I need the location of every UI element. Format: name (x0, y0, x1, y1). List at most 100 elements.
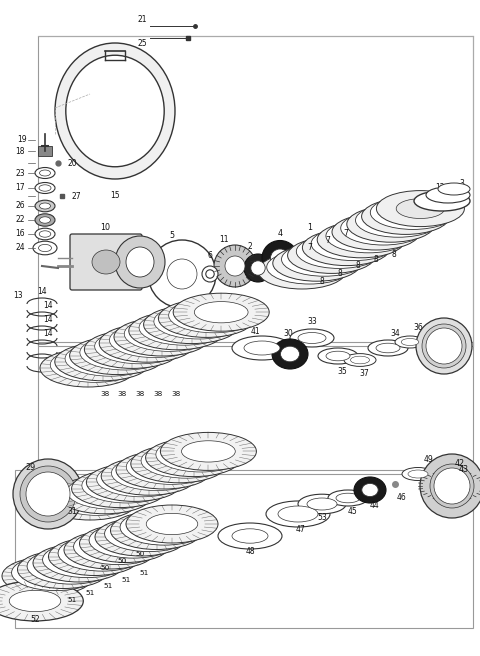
Ellipse shape (332, 214, 420, 250)
Ellipse shape (132, 463, 181, 483)
Text: 18: 18 (15, 146, 25, 155)
Ellipse shape (426, 187, 470, 203)
Ellipse shape (39, 170, 50, 176)
Text: 14: 14 (43, 316, 53, 325)
Text: 5: 5 (169, 232, 175, 241)
Ellipse shape (232, 529, 268, 543)
Ellipse shape (35, 182, 55, 194)
Ellipse shape (35, 214, 55, 226)
Ellipse shape (110, 512, 203, 550)
Ellipse shape (218, 523, 282, 549)
Text: 14: 14 (43, 329, 53, 338)
Ellipse shape (144, 324, 194, 344)
Ellipse shape (42, 482, 138, 520)
Ellipse shape (317, 222, 405, 258)
Ellipse shape (95, 518, 187, 556)
Ellipse shape (311, 227, 396, 260)
Ellipse shape (146, 457, 196, 477)
Ellipse shape (2, 557, 94, 595)
Ellipse shape (395, 336, 425, 348)
Text: 4: 4 (277, 230, 283, 239)
Ellipse shape (116, 451, 212, 489)
Text: 38: 38 (135, 391, 144, 397)
Ellipse shape (137, 459, 191, 481)
Text: 50: 50 (100, 565, 109, 571)
Ellipse shape (360, 218, 406, 237)
Ellipse shape (145, 439, 241, 477)
Text: 17: 17 (15, 184, 25, 192)
Text: 13: 13 (13, 291, 23, 300)
Ellipse shape (105, 516, 193, 552)
Text: 36: 36 (413, 323, 423, 333)
Text: 7: 7 (361, 222, 366, 230)
Text: 50: 50 (118, 558, 127, 564)
Ellipse shape (63, 491, 117, 512)
Text: 51: 51 (85, 590, 95, 596)
Ellipse shape (298, 494, 346, 514)
Ellipse shape (55, 43, 175, 179)
Ellipse shape (87, 482, 137, 502)
Ellipse shape (148, 240, 216, 308)
Text: 51: 51 (121, 577, 131, 583)
Text: 24: 24 (15, 243, 25, 253)
Ellipse shape (344, 354, 376, 367)
Ellipse shape (408, 470, 428, 478)
Ellipse shape (43, 542, 131, 578)
Ellipse shape (39, 216, 50, 223)
Text: 25: 25 (137, 39, 147, 49)
Ellipse shape (53, 552, 105, 573)
Ellipse shape (422, 324, 466, 368)
Text: 8: 8 (337, 270, 342, 279)
Ellipse shape (109, 323, 200, 358)
Text: 37: 37 (359, 369, 369, 379)
Ellipse shape (272, 339, 308, 369)
Ellipse shape (115, 526, 167, 548)
Ellipse shape (346, 226, 392, 245)
Ellipse shape (92, 250, 120, 274)
Ellipse shape (156, 437, 246, 472)
Text: 29: 29 (25, 464, 35, 472)
Ellipse shape (293, 253, 341, 273)
Ellipse shape (167, 259, 197, 289)
Ellipse shape (73, 529, 162, 565)
Ellipse shape (26, 472, 70, 516)
Ellipse shape (141, 443, 231, 478)
Ellipse shape (278, 506, 318, 522)
Ellipse shape (38, 245, 51, 252)
Text: 7: 7 (380, 216, 384, 224)
Text: 6: 6 (207, 251, 213, 260)
Ellipse shape (40, 349, 136, 387)
Text: 47: 47 (295, 525, 305, 535)
Ellipse shape (271, 249, 289, 267)
Ellipse shape (251, 261, 265, 276)
Ellipse shape (414, 191, 470, 211)
Ellipse shape (307, 245, 356, 265)
Ellipse shape (84, 539, 136, 561)
Ellipse shape (326, 219, 411, 253)
Ellipse shape (77, 543, 127, 564)
Ellipse shape (64, 531, 156, 569)
Ellipse shape (80, 335, 170, 370)
Ellipse shape (61, 358, 115, 379)
Ellipse shape (93, 478, 146, 499)
Text: 9: 9 (450, 186, 455, 195)
Ellipse shape (99, 324, 195, 362)
Ellipse shape (146, 514, 198, 535)
Ellipse shape (402, 468, 434, 480)
Ellipse shape (135, 327, 189, 348)
Ellipse shape (31, 562, 81, 583)
Ellipse shape (281, 242, 367, 276)
Ellipse shape (273, 245, 361, 281)
Ellipse shape (39, 185, 51, 191)
Ellipse shape (52, 480, 143, 516)
Ellipse shape (91, 345, 144, 366)
Text: 23: 23 (15, 169, 25, 178)
Ellipse shape (318, 348, 358, 364)
Text: 49: 49 (423, 455, 433, 464)
Ellipse shape (93, 537, 143, 557)
Ellipse shape (67, 474, 157, 509)
Ellipse shape (331, 234, 377, 253)
Ellipse shape (158, 299, 254, 337)
Ellipse shape (362, 483, 378, 497)
Ellipse shape (66, 55, 164, 167)
